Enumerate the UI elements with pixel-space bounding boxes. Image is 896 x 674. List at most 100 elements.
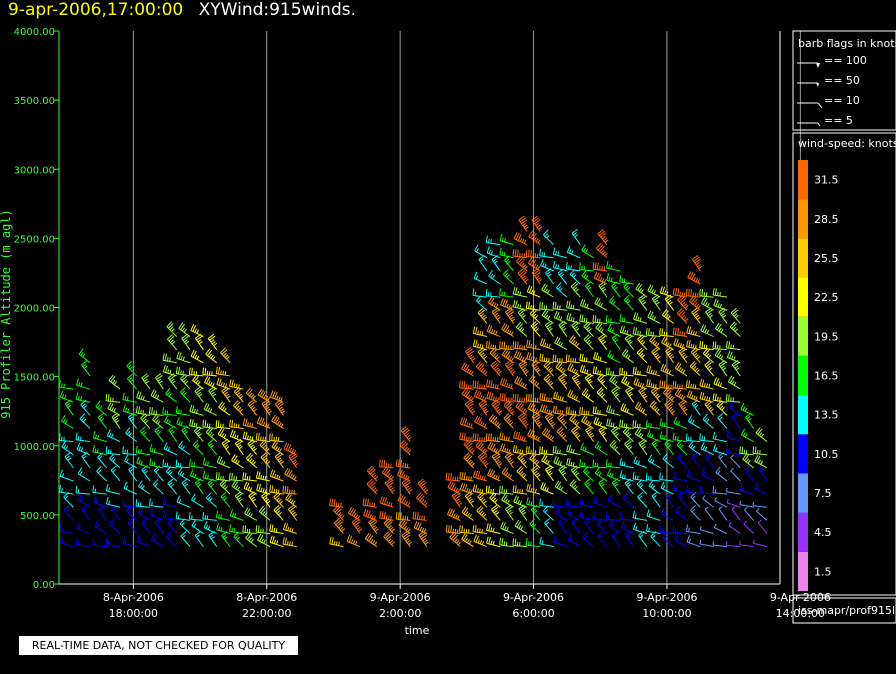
barb-flag xyxy=(196,534,200,538)
barb-flag xyxy=(78,525,81,530)
barb-flag xyxy=(167,334,173,340)
barb-flag xyxy=(176,351,180,359)
barb-flag xyxy=(77,467,83,474)
barb-flag xyxy=(183,392,187,396)
barb-flag xyxy=(126,431,131,435)
barb-flag xyxy=(180,531,187,537)
barb-flag xyxy=(207,380,211,385)
barb-flag xyxy=(162,365,166,373)
barb-flag xyxy=(156,395,160,400)
wind-barb xyxy=(181,425,191,442)
barb-flag xyxy=(145,380,150,384)
barb-flag xyxy=(210,444,215,448)
barb-flag xyxy=(150,533,156,540)
barb-flag xyxy=(59,535,63,543)
barb-flag xyxy=(77,395,80,400)
wind-barb xyxy=(203,402,217,416)
barb-flag xyxy=(194,443,199,447)
barb-staff xyxy=(139,431,151,442)
wind-barb xyxy=(108,374,121,390)
barb-flag xyxy=(224,391,228,395)
barb-flag xyxy=(80,436,82,441)
barb-flag xyxy=(205,492,212,499)
wind-barb xyxy=(218,401,231,416)
barb-flag xyxy=(190,323,195,331)
speed-swatch xyxy=(798,199,808,239)
barb-flag xyxy=(96,448,99,453)
barb-flag xyxy=(180,370,182,375)
wind-barb xyxy=(136,534,151,548)
barb-flag xyxy=(181,390,186,395)
barb-flag xyxy=(137,406,141,414)
wind-barb xyxy=(167,334,178,350)
barb-flag xyxy=(193,422,196,427)
barb-flag xyxy=(197,391,202,396)
barb-staff xyxy=(178,327,191,337)
wind-barb xyxy=(202,457,217,469)
barb-flag xyxy=(149,508,154,516)
barb-flag xyxy=(64,452,72,457)
barb-flag xyxy=(94,434,97,439)
barb-staff xyxy=(179,391,191,403)
barb-flag xyxy=(95,400,101,407)
barb-flag xyxy=(177,409,180,414)
barb-flag xyxy=(208,482,213,486)
barb-flag xyxy=(95,498,98,503)
barb-flag xyxy=(220,402,225,409)
wind-barb xyxy=(92,485,107,495)
barb-staff xyxy=(150,395,164,403)
barb-flag xyxy=(97,404,101,409)
barb-flag xyxy=(196,355,200,360)
wind-barb xyxy=(76,442,91,456)
speed-swatch xyxy=(798,434,808,474)
wind-barb xyxy=(152,479,164,495)
barb-flag xyxy=(220,475,222,480)
barb-flag xyxy=(141,430,146,434)
barb-flag xyxy=(100,418,105,422)
wind-barb xyxy=(217,428,231,443)
barb-flag xyxy=(207,349,213,356)
barb-flag xyxy=(181,445,185,450)
speed-label: 10.5 xyxy=(814,448,839,461)
barb-flag xyxy=(202,470,206,478)
barb-flag xyxy=(123,481,128,489)
barb-flag xyxy=(180,409,182,414)
barb-flag xyxy=(223,407,227,412)
barb-flag xyxy=(77,436,80,441)
wind-barb xyxy=(215,420,231,429)
barb-flag xyxy=(164,353,167,361)
wind-barb xyxy=(192,374,204,390)
barb-flag xyxy=(210,354,214,359)
barb-flag xyxy=(203,375,209,383)
barb-flag xyxy=(162,459,165,467)
barb-flag xyxy=(189,418,192,426)
barb-flag xyxy=(75,537,78,545)
speed-legend-box xyxy=(792,132,896,596)
barb-flag xyxy=(205,524,209,529)
barb-flag xyxy=(112,508,117,512)
barb-flag xyxy=(97,469,102,474)
barb-flag xyxy=(142,395,145,401)
barb-flag xyxy=(195,409,198,414)
barb-staff xyxy=(109,523,121,534)
wind-barb xyxy=(122,446,137,456)
barb-flag xyxy=(166,357,169,362)
barb-flag xyxy=(171,341,176,345)
barb-flag xyxy=(67,457,72,461)
wind-barb xyxy=(149,498,164,508)
barb-flag xyxy=(216,455,221,463)
barb-flag xyxy=(66,403,71,407)
barb-flag xyxy=(81,417,85,421)
barb-flag xyxy=(138,538,142,543)
barb-flag xyxy=(61,473,65,478)
barb-flag xyxy=(224,485,228,490)
wind-barb xyxy=(107,402,121,416)
barb-flag xyxy=(155,429,160,433)
speed-label: 22.5 xyxy=(814,291,839,304)
barb-flag xyxy=(175,511,178,519)
barb-flag xyxy=(106,429,111,436)
barb-flag xyxy=(226,395,231,399)
barb-flag xyxy=(140,449,142,454)
barb-flag xyxy=(205,377,211,384)
speed-swatch xyxy=(798,316,808,356)
